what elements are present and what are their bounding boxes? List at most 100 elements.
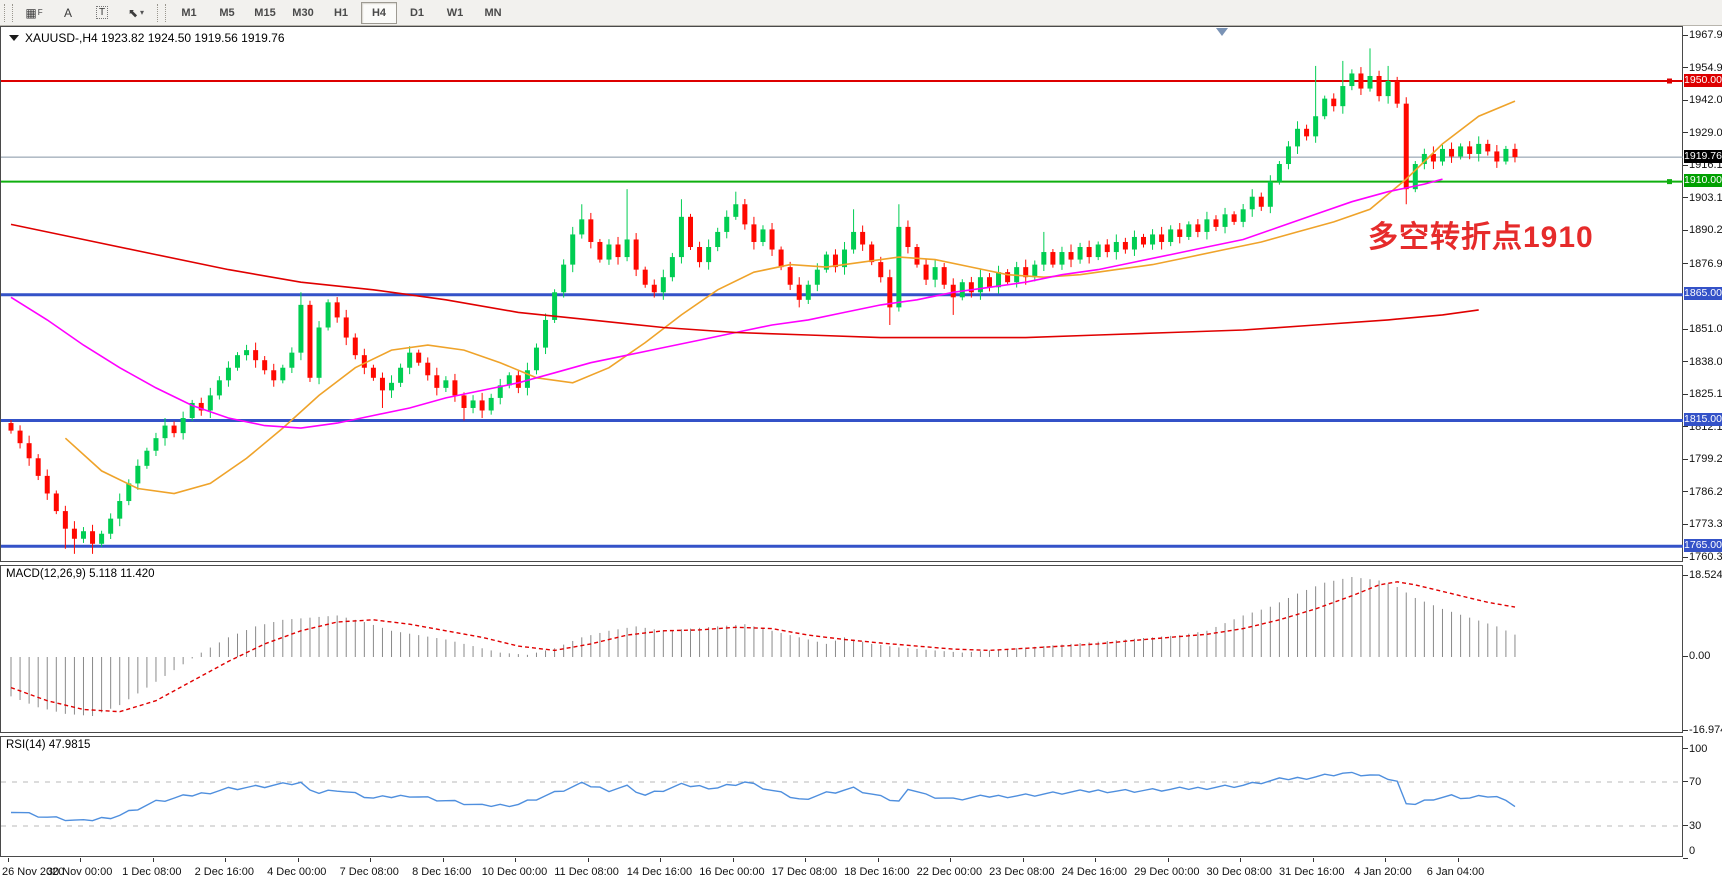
chart-grid-tool-icon: ▦: [25, 5, 37, 20]
current-price-badge: 1919.76: [1684, 149, 1722, 163]
candlestick-series: [8, 48, 1518, 554]
timeframe-button-m5[interactable]: M5: [219, 6, 235, 19]
date-tick: [1167, 858, 1169, 862]
timeframe-button-m15[interactable]: M15: [254, 6, 276, 19]
price-chart-panel[interactable]: XAUUSD-,H4 1923.82 1924.50 1919.56 1919.…: [0, 26, 1683, 562]
chart-title: XAUUSD-,H4 1923.82 1924.50 1919.56 1919.…: [9, 31, 285, 45]
date-tick: [660, 858, 662, 862]
date-tick-label: 23 Dec 08:00: [989, 866, 1055, 878]
date-tick-label: 26 Nov 2020: [2, 866, 65, 878]
price-tick: [1683, 67, 1688, 69]
price-tick: [1683, 132, 1688, 134]
rsi-plot[interactable]: [1, 737, 1684, 858]
ma-fast-line[interactable]: [64, 100, 1516, 495]
macd-tick: [1683, 729, 1688, 731]
toolbar-grip-2[interactable]: [157, 3, 166, 22]
date-tick-label: 22 Dec 00:00: [916, 866, 983, 878]
price-tick: [1683, 34, 1688, 36]
price-chart-plot[interactable]: [1, 27, 1684, 563]
timeframe-button-w1[interactable]: W1: [446, 6, 464, 19]
macd-tick: [1683, 655, 1688, 657]
date-tick: [152, 858, 154, 862]
timeframe-button-h1[interactable]: H1: [333, 6, 349, 19]
timeframe-button-d1[interactable]: D1: [409, 6, 425, 19]
date-tick: [877, 858, 879, 862]
date-tick-label: 30 Nov 00:00: [46, 866, 113, 878]
price-tick: [1683, 99, 1688, 101]
price-tick-label: 1838.05: [1689, 355, 1722, 368]
date-tick: [297, 858, 299, 862]
date-tick-label: 30 Dec 08:00: [1206, 866, 1272, 878]
drawing-tools-dropdown-button[interactable]: ⬉ ▾: [120, 2, 152, 24]
date-tick-label: 16 Dec 00:00: [699, 866, 765, 878]
date-tick: [1022, 858, 1024, 862]
date-axis[interactable]: 26 Nov 2020 30 Nov 00:00 1 Dec 08:00 2 Dec …: [0, 858, 1722, 888]
date-tick: [950, 858, 952, 862]
level-line-handle[interactable]: [1667, 179, 1672, 185]
macd-tick-label: 18.524: [1689, 569, 1722, 581]
date-tick: [225, 858, 227, 862]
drawing-tools-group: ▦ F A T ⬉ ▾: [17, 2, 153, 24]
timeframe-button-mn[interactable]: MN: [484, 6, 502, 19]
price-tick-label: 1773.30: [1689, 518, 1722, 531]
rsi-tick: [1683, 780, 1688, 782]
text-box-tool-icon: T: [95, 6, 109, 19]
chart-text-annotation[interactable]: 多空转折点1910: [1368, 221, 1594, 254]
date-tick: [8, 858, 9, 862]
price-tick: [1683, 426, 1688, 428]
price-tick: [1683, 263, 1688, 265]
price-tick: [1683, 556, 1688, 558]
date-tick: [1240, 858, 1242, 862]
price-tick: [1683, 393, 1688, 395]
price-tick: [1683, 229, 1688, 231]
date-tick-label: 14 Dec 16:00: [626, 866, 693, 878]
macd-plot[interactable]: [1, 566, 1684, 734]
date-tick: [732, 858, 734, 862]
date-tick-label: 7 Dec 08:00: [339, 866, 399, 878]
timeframe-button-m1[interactable]: M1: [181, 6, 197, 19]
date-tick-label: 29 Dec 00:00: [1134, 866, 1200, 878]
rsi-label: RSI(14) 47.9815: [6, 739, 91, 751]
macd-panel[interactable]: MACD(12,26,9) 5.118 11.420: [0, 565, 1683, 733]
rsi-tick: [1683, 747, 1688, 749]
chart-shift-marker-icon[interactable]: [1216, 28, 1228, 36]
price-tick: [1683, 197, 1688, 199]
date-tick-label: 24 Dec 16:00: [1061, 866, 1128, 878]
price-tick-label: 1890.20: [1689, 224, 1722, 237]
text-box-tool-button[interactable]: T: [86, 2, 118, 24]
rsi-tick-label: 30: [1689, 820, 1702, 832]
date-tick-label: 18 Dec 16:00: [844, 866, 910, 878]
dropdown-caret-icon: ▾: [140, 8, 145, 17]
timeframe-button-h4[interactable]: H4: [361, 1, 397, 24]
price-tick-label: 1799.20: [1689, 453, 1722, 466]
date-tick: [442, 858, 444, 862]
macd-histogram: [10, 576, 1516, 717]
chart-grid-tool-sub: F: [37, 8, 43, 17]
ma-slow-line[interactable]: [10, 223, 1479, 339]
date-tick-label: 31 Dec 16:00: [1279, 866, 1345, 878]
date-tick: [1312, 858, 1314, 862]
macd-tick-label: -16.974: [1689, 724, 1722, 737]
rsi-tick: [1683, 824, 1688, 826]
date-tick: [370, 858, 372, 862]
date-tick-label: 2 Dec 16:00: [194, 866, 254, 878]
date-tick: [587, 858, 589, 862]
price-tick-label: 1825.10: [1689, 388, 1722, 401]
text-label-tool-button[interactable]: A: [52, 2, 84, 24]
price-tick-label: 1903.15: [1689, 191, 1722, 204]
level-line-handle[interactable]: [1667, 78, 1672, 84]
chart-grid-tool-button[interactable]: ▦ F: [18, 2, 50, 24]
symbol-dropdown-icon[interactable]: [9, 35, 19, 41]
price-tick-label: 1954.95: [1689, 61, 1722, 74]
price-tick-label: 1967.90: [1689, 29, 1722, 41]
text-label-tool-icon: A: [63, 5, 72, 20]
price-tick-label: 1942.00: [1689, 94, 1722, 107]
toolbar-grip[interactable]: [4, 3, 13, 22]
rsi-panel[interactable]: RSI(14) 47.9815: [0, 736, 1683, 857]
rsi-tick-label: 100: [1689, 743, 1708, 755]
date-tick: [1385, 858, 1387, 862]
date-tick: [805, 858, 807, 862]
timeframe-button-m30[interactable]: M30: [292, 6, 314, 19]
price-tick-label: 1876.90: [1689, 257, 1722, 270]
drawing-tools-dropdown-icon: ⬉: [127, 5, 139, 20]
